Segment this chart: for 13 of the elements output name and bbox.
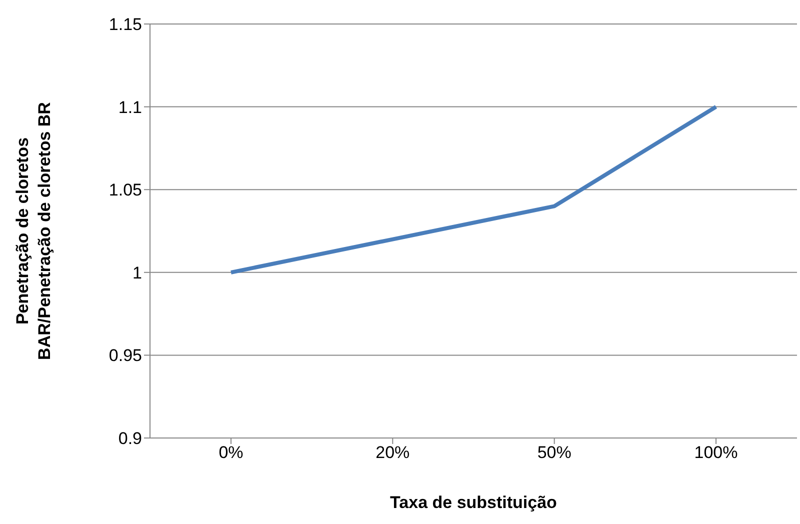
line-series [229, 104, 718, 274]
y-tick-label: 1.1 [118, 98, 142, 117]
y-tick-label: 1.05 [108, 180, 142, 200]
y-tick-label: 1 [132, 263, 142, 282]
y-axis-title: Penetração de cloretos BAR/Penetração de cloretos BR [13, 102, 54, 360]
x-tick-label: 100% [694, 443, 738, 462]
x-tick-label: 50% [537, 443, 572, 462]
y-tick-label: 0.9 [118, 429, 142, 448]
x-axis-title: Taxa de substituição [390, 493, 557, 512]
x-tick-label: 20% [376, 443, 410, 462]
x-tick-label: 0% [218, 443, 244, 462]
y-tick-label: 1.15 [108, 15, 142, 34]
y-tick-label: 0.95 [108, 346, 142, 366]
